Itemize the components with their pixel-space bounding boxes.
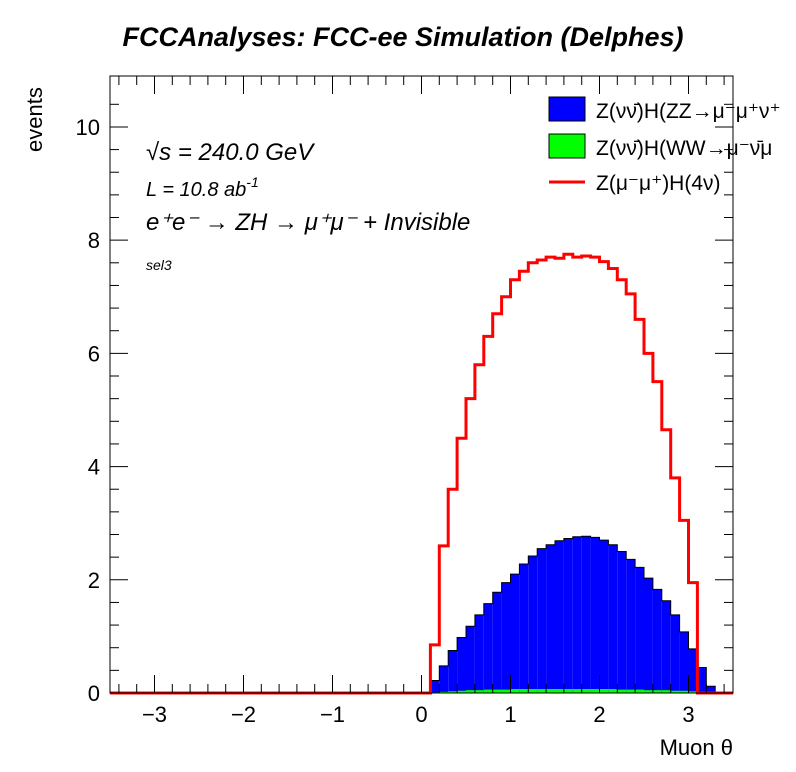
process-annotation: e⁺e⁻ → ZH → μ⁺μ⁻ + Invisible — [146, 209, 470, 236]
bar-zz — [599, 540, 609, 693]
bar-zz — [430, 680, 440, 693]
legend-swatch-zz — [548, 96, 586, 122]
x-tick-label: 3 — [682, 702, 694, 727]
bar-zz — [546, 544, 555, 693]
bar-zz — [474, 614, 484, 693]
sqrt-s-annotation: √s = 240.0 GeV — [146, 139, 315, 166]
bar-ww — [679, 690, 689, 693]
bar-zz — [644, 578, 653, 693]
legend-swatch-ww — [548, 133, 586, 159]
luminosity-exponent: -1 — [246, 174, 258, 190]
bar-zz — [555, 540, 564, 693]
bar-zz — [492, 592, 502, 693]
y-tick-label: 4 — [88, 455, 100, 480]
x-tick-label: 2 — [593, 702, 605, 727]
bar-zz — [457, 637, 466, 693]
y-axis-label: events — [22, 87, 47, 152]
sqrt-s-text: s = 240.0 GeV — [159, 139, 315, 166]
bar-ww — [439, 691, 449, 693]
bar-zz — [706, 686, 716, 693]
bar-ww — [466, 690, 475, 693]
chart-title: FCCAnalyses: FCC-ee Simulation (Delphes) — [122, 22, 683, 52]
bar-ww — [457, 690, 466, 693]
zz-outline — [429, 535, 716, 693]
bar-zz — [563, 538, 573, 693]
x-axis-label: Muon θ — [660, 735, 733, 760]
legend-label-zz: Z(νν̄)H(ZZ→μ⁻μ⁺ν⁺ — [596, 100, 781, 123]
bar-ww — [670, 690, 680, 693]
bar-zz — [635, 567, 644, 693]
bar-ww — [661, 690, 671, 693]
bar-zz — [581, 536, 591, 693]
bar-ww — [474, 690, 484, 693]
x-tick-label: 0 — [415, 702, 427, 727]
bar-ww — [501, 689, 511, 693]
bar-zz — [626, 559, 636, 693]
x-tick-label: −2 — [231, 702, 256, 727]
legend: Z(νν̄)H(ZZ→μ⁻μ⁺ν⁺ Z(νν̄)H(WW→μ⁻ν̄μ Z(μ⁻μ… — [548, 96, 781, 195]
bar-ww — [608, 689, 618, 693]
bar-ww — [483, 689, 493, 693]
bar-zz — [670, 614, 680, 693]
bar-zz — [466, 626, 475, 693]
bar-ww — [635, 689, 644, 693]
bar-zz — [652, 589, 662, 693]
y-tick-label: 0 — [88, 681, 100, 706]
bar-ww — [555, 689, 564, 693]
x-tick-label: −3 — [142, 702, 167, 727]
bar-ww — [510, 689, 520, 693]
bar-zz — [510, 574, 520, 693]
bar-zz — [617, 551, 627, 693]
selection-annotation: sel3 — [146, 257, 172, 273]
histogram-line-4nu — [110, 252, 733, 695]
bar-ww — [590, 689, 600, 693]
histogram-line-group — [110, 252, 733, 695]
bar-zz — [448, 650, 458, 693]
bar-ww — [581, 689, 591, 693]
y-tick-label: 2 — [88, 568, 100, 593]
bar-zz — [697, 667, 707, 693]
bar-ww — [617, 689, 627, 693]
bar-zz — [528, 556, 538, 693]
bar-zz — [572, 536, 582, 693]
bar-zz — [439, 665, 449, 693]
histogram-bars — [429, 535, 716, 693]
bar-ww — [492, 689, 502, 693]
x-tick-label: −1 — [320, 702, 345, 727]
bar-zz — [608, 544, 618, 693]
y-tick-label: 8 — [88, 228, 100, 253]
y-tick-label: 10 — [76, 115, 100, 140]
bar-ww — [599, 689, 609, 693]
bar-ww — [519, 689, 529, 693]
bar-zz — [590, 537, 600, 693]
bar-ww — [652, 690, 662, 693]
bar-ww — [528, 689, 538, 693]
bar-ww — [546, 689, 555, 693]
bar-zz — [483, 603, 493, 693]
bar-zz — [688, 648, 698, 693]
luminosity-text: L = 10.8 ab — [146, 179, 246, 201]
bar-zz — [679, 631, 689, 693]
axis-ticks: −3 −2 −1 0 1 2 3 0 2 4 6 8 10 — [76, 76, 733, 727]
annotations: √s = 240.0 GeV L = 10.8 ab-1 e⁺e⁻ → ZH →… — [146, 139, 470, 273]
luminosity-annotation: L = 10.8 ab-1 — [146, 174, 259, 201]
bar-ww — [563, 689, 573, 693]
y-tick-label: 6 — [88, 341, 100, 366]
bar-zz — [501, 582, 511, 693]
bar-ww — [644, 690, 653, 693]
legend-label-ww: Z(νν̄)H(WW→μ⁻ν̄μ — [596, 137, 772, 160]
bar-ww — [688, 691, 698, 693]
bar-ww — [572, 689, 582, 693]
bar-ww — [448, 691, 458, 693]
bar-ww — [537, 689, 547, 693]
bar-zz — [661, 600, 671, 693]
legend-label-4nu: Z(μ⁻μ⁺)H(4ν) — [596, 172, 721, 195]
sqrt-symbol: √ — [146, 139, 160, 166]
x-tick-label: 1 — [504, 702, 516, 727]
bar-zz — [519, 563, 529, 693]
bar-zz — [537, 548, 547, 693]
bar-ww — [626, 689, 636, 693]
